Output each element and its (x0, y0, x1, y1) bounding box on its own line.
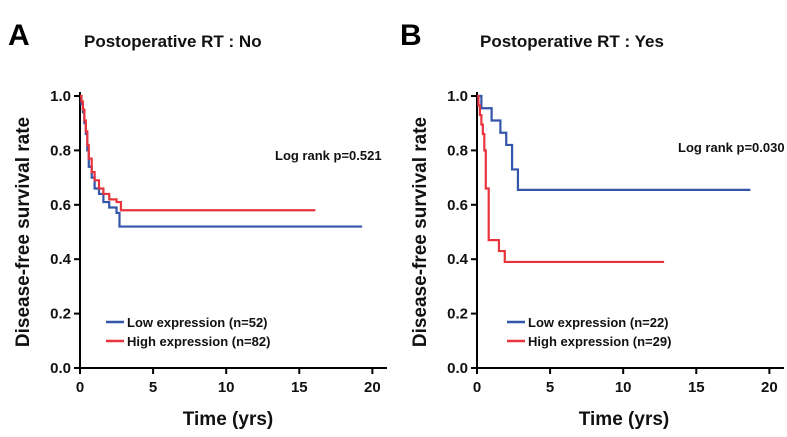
y-tick-label: 0.8 (447, 142, 468, 159)
x-tick-label: 0 (473, 379, 481, 396)
x-tick-label: 20 (364, 379, 381, 396)
legend-label: High expression (n=29) (528, 334, 671, 349)
y-tick-label: 1.0 (447, 88, 468, 105)
y-tick-label: 0.4 (50, 251, 72, 268)
y-tick-label: 1.0 (50, 88, 71, 105)
x-tick-label: 10 (615, 379, 632, 396)
panel-b: B Postoperative RT : Yes 0.0 0.2 0.4 0.6 0.8 1.… (400, 19, 785, 430)
legend-label: Low expression (n=52) (127, 315, 268, 330)
y-tick-label: 0.6 (447, 197, 468, 214)
x-tick-label: 5 (149, 379, 157, 396)
log-rank-annotation: Log rank p=0.030 (678, 140, 785, 155)
series-line-high (80, 94, 316, 212)
series-line-high (477, 94, 665, 264)
y-tick-label: 0.4 (447, 251, 469, 268)
x-tick-label: 15 (291, 379, 308, 396)
y-tick-label: 0.2 (447, 306, 468, 323)
y-axis-label: Disease-free survival rate (13, 117, 34, 347)
y-tick-label: 0.0 (50, 360, 71, 377)
x-tick-label: 15 (688, 379, 705, 396)
y-tick-label: 0.0 (447, 360, 468, 377)
chart-title: Postoperative RT : No (84, 32, 262, 51)
x-axis-label: Time (yrs) (183, 409, 273, 430)
x-tick-label: 5 (546, 379, 554, 396)
x-tick-label: 0 (76, 379, 84, 396)
legend-label: Low expression (n=22) (528, 315, 669, 330)
x-tick-label: 10 (218, 379, 235, 396)
series-line-low (477, 94, 751, 191)
x-tick-label: 20 (761, 379, 778, 396)
panel-letter: A (8, 19, 30, 52)
log-rank-annotation: Log rank p=0.521 (275, 148, 382, 163)
chart-title: Postoperative RT : Yes (480, 32, 664, 51)
panel-letter: B (400, 19, 422, 52)
y-tick-label: 0.6 (50, 197, 71, 214)
y-tick-label: 0.2 (50, 306, 71, 323)
legend-label: High expression (n=82) (127, 334, 270, 349)
y-tick-label: 0.8 (50, 142, 71, 159)
y-axis-label: Disease-free survival rate (410, 117, 431, 347)
x-axis-label: Time (yrs) (579, 409, 669, 430)
panel-a: A Postoperative RT : No 0.0 0.2 0.4 0.6 0.8 1.0… (8, 19, 387, 430)
